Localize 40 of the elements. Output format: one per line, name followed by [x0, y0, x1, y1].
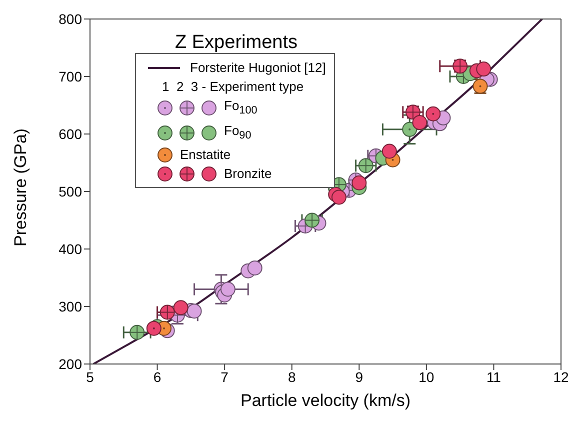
- line-series: [92, 19, 544, 364]
- legend-label: Fo$_{90}$: [224, 122, 252, 142]
- x-tick-label: 12: [553, 368, 569, 385]
- y-tick-label: 400: [58, 240, 82, 257]
- y-tick-label: 700: [58, 68, 82, 84]
- point: [247, 260, 262, 276]
- y-tick-label: 200: [58, 356, 82, 372]
- y-tick-label: 300: [58, 298, 82, 314]
- legend-label: Bronzite: [224, 166, 272, 182]
- point: [358, 158, 374, 174]
- point: [426, 106, 441, 122]
- point: [173, 300, 188, 316]
- x-tick-label: 10: [418, 368, 434, 385]
- x-tick-label: 9: [355, 368, 364, 385]
- legend-title: 1 2 3 - Experiment type: [161, 78, 305, 96]
- x-tick-label: 6: [153, 368, 162, 385]
- point: [331, 190, 346, 205]
- x-tick-label: 11: [486, 368, 502, 385]
- point: [160, 304, 175, 320]
- text: Z Experiments: [175, 32, 298, 54]
- point: [476, 62, 492, 77]
- point: [352, 175, 367, 190]
- x-tick-label: 7: [220, 368, 229, 385]
- y-tick-label: 500: [58, 183, 82, 200]
- x-axis-title: Particle velocity (km/s): [240, 391, 411, 410]
- point: [146, 320, 162, 336]
- x-tick-label: 8: [288, 368, 296, 385]
- x-tick-label: 5: [86, 368, 94, 385]
- point: [402, 122, 418, 137]
- point: [382, 144, 397, 159]
- y-axis-title: Pressure (GPa): [11, 128, 30, 246]
- point: [304, 212, 320, 228]
- y-tick-label: 600: [58, 126, 82, 142]
- y-tick-label: 800: [58, 10, 82, 27]
- point: [130, 324, 145, 340]
- legend-label: Forsterite Hugoniot [12]: [190, 60, 326, 75]
- point: [186, 304, 202, 319]
- legend-label: Fo$_{100}$: [224, 98, 258, 117]
- point: [412, 115, 428, 130]
- legend-label: Enstatite: [180, 147, 231, 162]
